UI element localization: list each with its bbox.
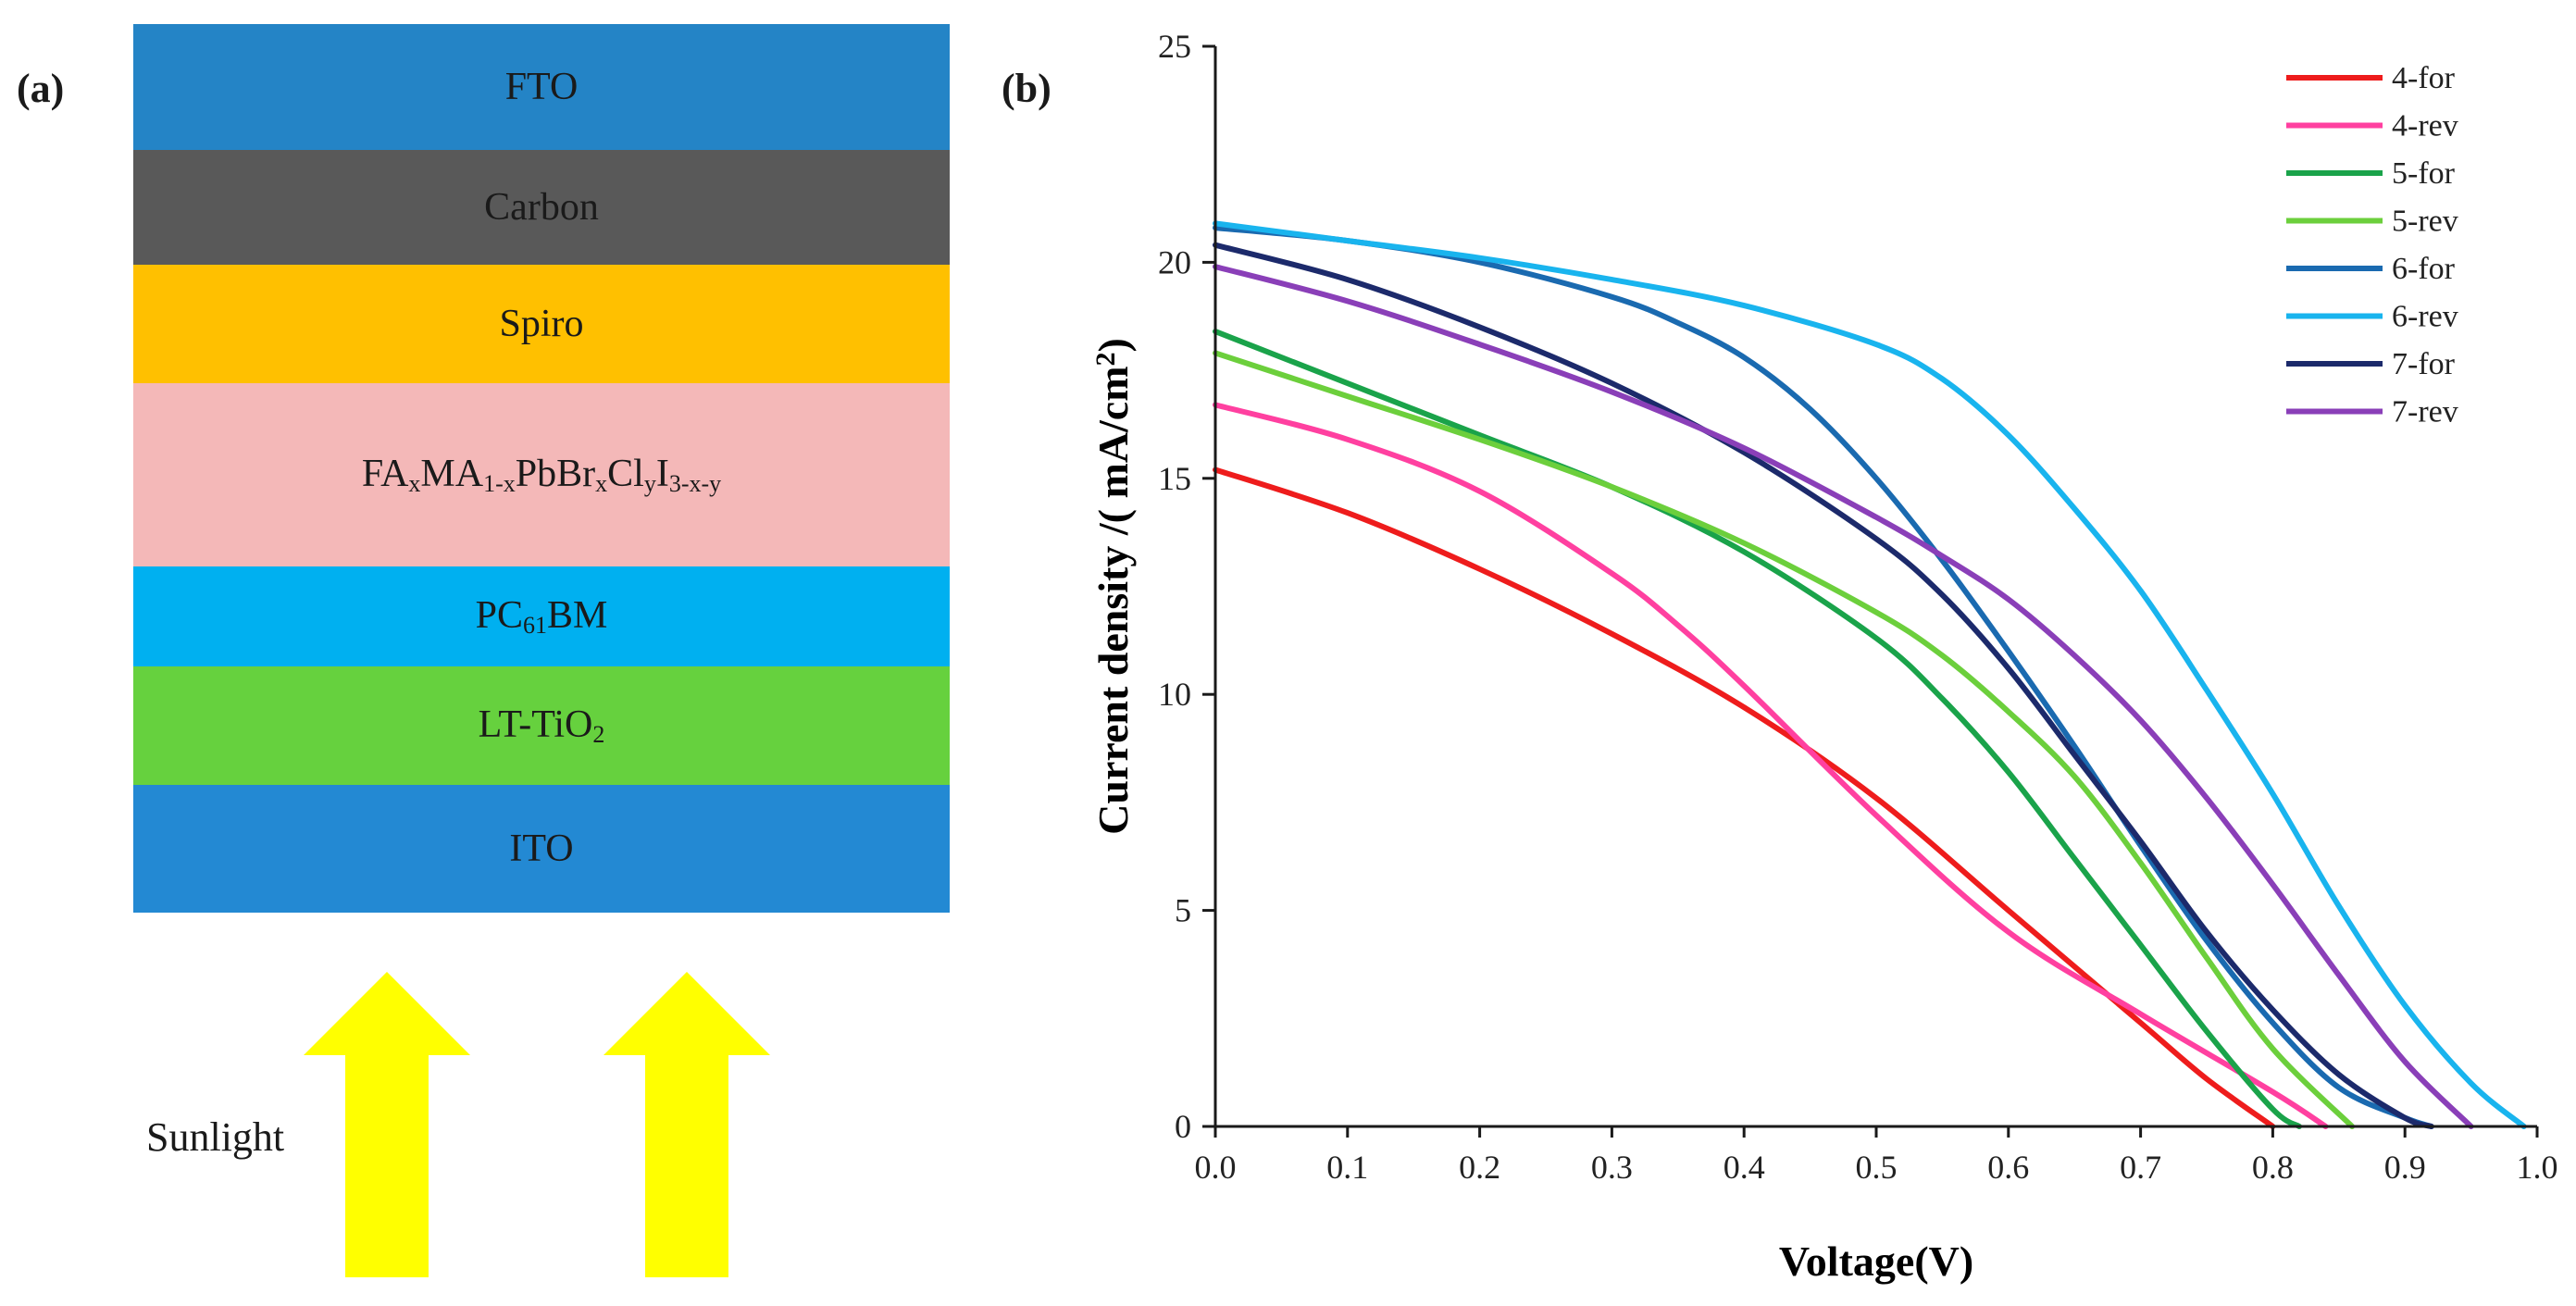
legend-label-5-for: 5-for	[2392, 156, 2456, 191]
layer-carbon-label: Carbon	[484, 186, 599, 229]
series-line-5-rev	[1213, 350, 2356, 1129]
x-axis-title: Voltage(V)	[1779, 1238, 1973, 1285]
series-line-6-for	[1213, 225, 2434, 1129]
panel-a-label: (a)	[17, 66, 65, 111]
series-line-7-for	[1213, 242, 2434, 1129]
y-tick-label: 5	[1175, 892, 1191, 929]
x-tick-label: 0.3	[1591, 1149, 1633, 1186]
series-line-4-rev	[1213, 402, 2329, 1129]
layer-fto-label: FTO	[504, 66, 579, 108]
x-tick-label: 0.0	[1195, 1149, 1237, 1186]
legend-label-6-rev: 6-rev	[2392, 300, 2458, 334]
y-tick-label: 10	[1158, 676, 1191, 713]
series-line-6-rev	[1213, 220, 2527, 1129]
sunlight-arrow-icon	[304, 972, 470, 1277]
layer-pcbm-label: PC61BM	[475, 594, 608, 639]
x-tick-label: 1.0	[2517, 1149, 2558, 1186]
layer-ito-label: ITO	[509, 827, 574, 870]
x-tick-label: 0.5	[1856, 1149, 1898, 1186]
x-tick-label: 0.2	[1459, 1149, 1500, 1186]
y-tick-label: 0	[1175, 1108, 1191, 1145]
x-tick-label: 0.1	[1326, 1149, 1368, 1186]
layer-pcbm: PC61BM	[133, 566, 950, 666]
device-layer-stack: FTO Carbon Spiro FAxMA1-xPbBrxClyI3-x-y …	[133, 24, 950, 913]
x-tick-label: 0.4	[1724, 1149, 1765, 1186]
series-line-7-rev	[1213, 264, 2474, 1129]
x-tick-label: 0.7	[2120, 1149, 2161, 1186]
legend-label-4-for: 4-for	[2392, 61, 2456, 95]
x-tick-label: 0.9	[2384, 1149, 2426, 1186]
y-tick-label: 25	[1158, 28, 1191, 65]
y-axis-title: Current density /( mA/cm2)	[1089, 338, 1137, 835]
legend-label-7-rev: 7-rev	[2392, 395, 2458, 429]
y-tick-label: 15	[1158, 460, 1191, 497]
jv-curve-chart: 0 5 10 15 20 25 0.0 0.1 0.2 0.3 0.4 0.5 0.6 0.7 0.8 0.9…	[1089, 28, 2558, 1285]
layer-tio2: LT-TiO2	[133, 666, 950, 785]
y-tick-label: 20	[1158, 243, 1191, 280]
layer-spiro: Spiro	[133, 265, 950, 383]
legend-label-5-rev: 5-rev	[2392, 205, 2458, 239]
x-tick-label: 0.6	[1987, 1149, 2029, 1186]
layer-ito: ITO	[133, 785, 950, 913]
layer-carbon: Carbon	[133, 150, 950, 265]
sunlight-arrow-icon	[604, 972, 770, 1277]
layer-fto: FTO	[133, 24, 950, 150]
layer-spiro-label: Spiro	[499, 303, 584, 345]
sunlight-label: Sunlight	[146, 1114, 285, 1160]
layer-perovskite: FAxMA1-xPbBrxClyI3-x-y	[133, 383, 950, 566]
series-line-4-for	[1213, 466, 2276, 1129]
legend-label-6-for: 6-for	[2392, 252, 2456, 286]
legend-label-7-for: 7-for	[2392, 347, 2456, 381]
panel-b-label: (b)	[1002, 66, 1052, 111]
layer-perovskite-label: FAxMA1-xPbBrxClyI3-x-y	[361, 453, 722, 497]
series-line-5-for	[1213, 329, 2302, 1129]
legend-label-4-rev: 4-rev	[2392, 109, 2458, 143]
x-tick-label: 0.8	[2252, 1149, 2294, 1186]
layer-tio2-label: LT-TiO2	[478, 703, 605, 748]
